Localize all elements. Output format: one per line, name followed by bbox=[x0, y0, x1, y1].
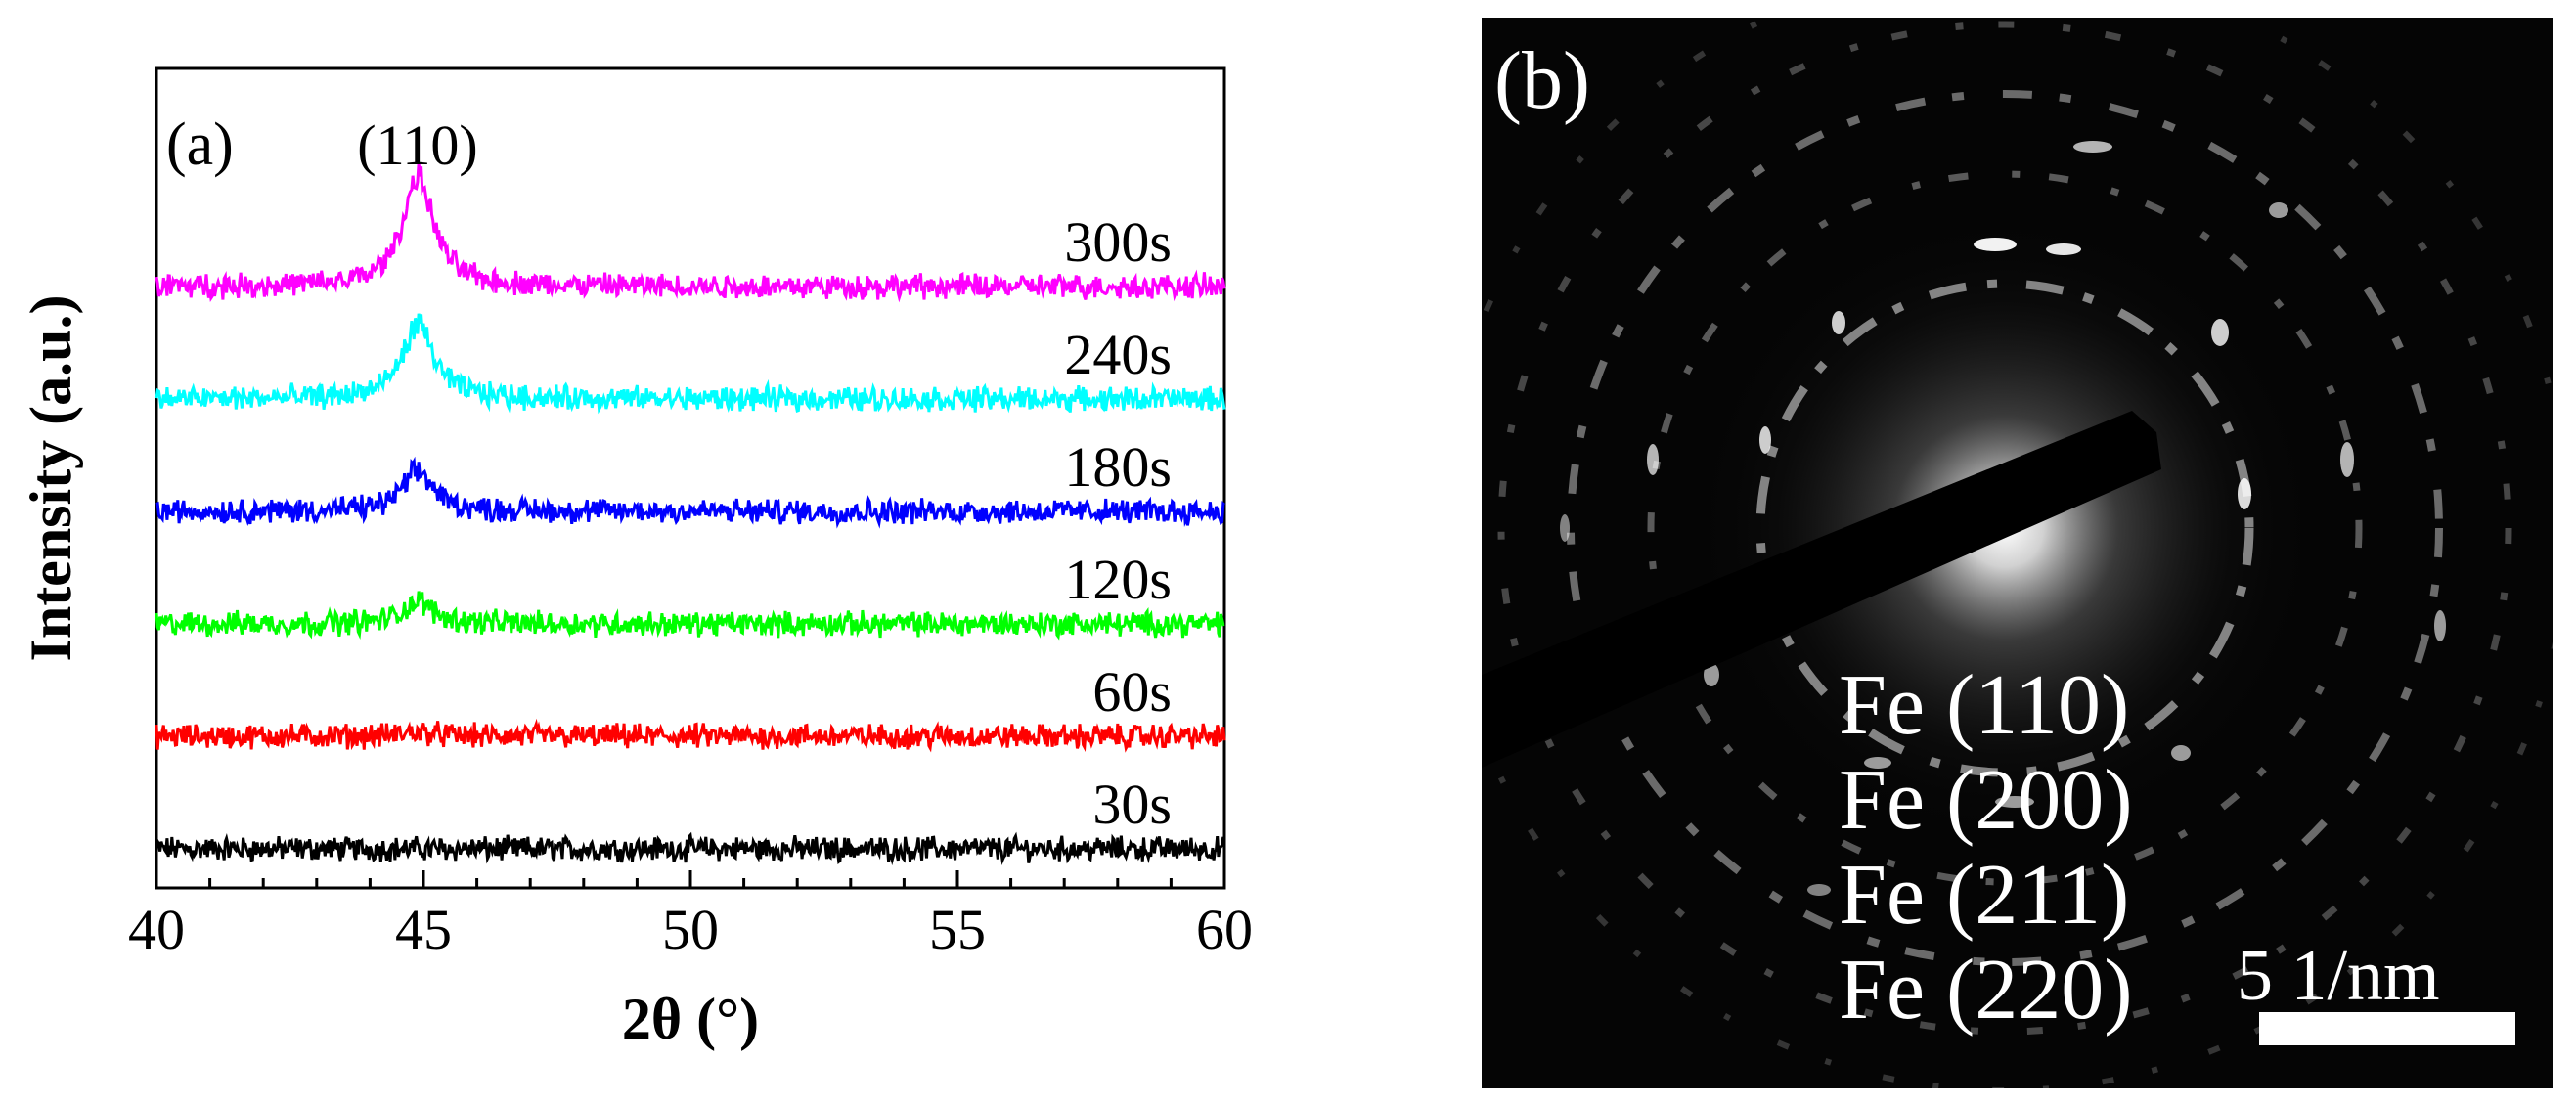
x-axis-ticks bbox=[155, 870, 1226, 888]
series-group bbox=[155, 162, 1226, 866]
scale-bar-label: 5 1/nm bbox=[2237, 936, 2440, 1016]
x-axis-title: 2θ (°) bbox=[622, 987, 759, 1051]
series-label-60s: 60s bbox=[1092, 660, 1172, 724]
series-labels: 30s 60s 120s 180s 240s 300s bbox=[1064, 210, 1172, 836]
series-line-30s bbox=[155, 831, 1226, 866]
x-tick-label-60: 60 bbox=[1196, 898, 1253, 961]
x-axis-tick-labels: 40 45 50 55 60 bbox=[128, 898, 1253, 961]
diffraction-ring-200 bbox=[1647, 170, 2363, 886]
x-tick-label-40: 40 bbox=[128, 898, 185, 961]
panel-a-label: (a) bbox=[166, 111, 234, 178]
diffraction-ring-110 bbox=[1755, 279, 2254, 777]
x-tick-label-55: 55 bbox=[929, 898, 986, 961]
xrd-chart-panel: 40 45 50 55 60 30s 60s 120s 180s 240s 300s (a) (1… bbox=[19, 66, 1253, 1051]
series-label-120s: 120s bbox=[1064, 548, 1172, 611]
x-tick-label-45: 45 bbox=[395, 898, 452, 961]
series-line-300s bbox=[155, 162, 1226, 303]
series-label-300s: 300s bbox=[1064, 210, 1172, 274]
series-line-60s bbox=[155, 718, 1226, 753]
diffraction-pattern-panel: (b) Fe (110) Fe (200) Fe (211) Fe (220) … bbox=[1482, 18, 2553, 1088]
panel-b-label: (b) bbox=[1494, 35, 1590, 126]
diffraction-ring-211 bbox=[1567, 90, 2443, 966]
diffraction-ring-220 bbox=[1497, 21, 2512, 1036]
scale-bar bbox=[2259, 1012, 2515, 1045]
y-axis-title: Intensity (a.u.) bbox=[19, 294, 83, 661]
diffraction-spots bbox=[1560, 141, 2446, 896]
x-tick-label-50: 50 bbox=[662, 898, 719, 961]
series-label-180s: 180s bbox=[1064, 435, 1172, 499]
peak-annotation: (110) bbox=[357, 113, 477, 177]
beam-stopper bbox=[1482, 411, 2161, 768]
series-line-120s bbox=[155, 591, 1225, 641]
series-label-30s: 30s bbox=[1092, 773, 1172, 836]
fe-220-label: Fe (220) bbox=[1839, 943, 2133, 1038]
series-label-240s: 240s bbox=[1064, 323, 1172, 386]
fe-110-label: Fe (110) bbox=[1839, 658, 2129, 753]
series-line-240s bbox=[155, 313, 1226, 415]
series-line-180s bbox=[155, 456, 1225, 529]
fe-211-label: Fe (211) bbox=[1839, 848, 2129, 943]
fe-200-label: Fe (200) bbox=[1839, 753, 2133, 848]
